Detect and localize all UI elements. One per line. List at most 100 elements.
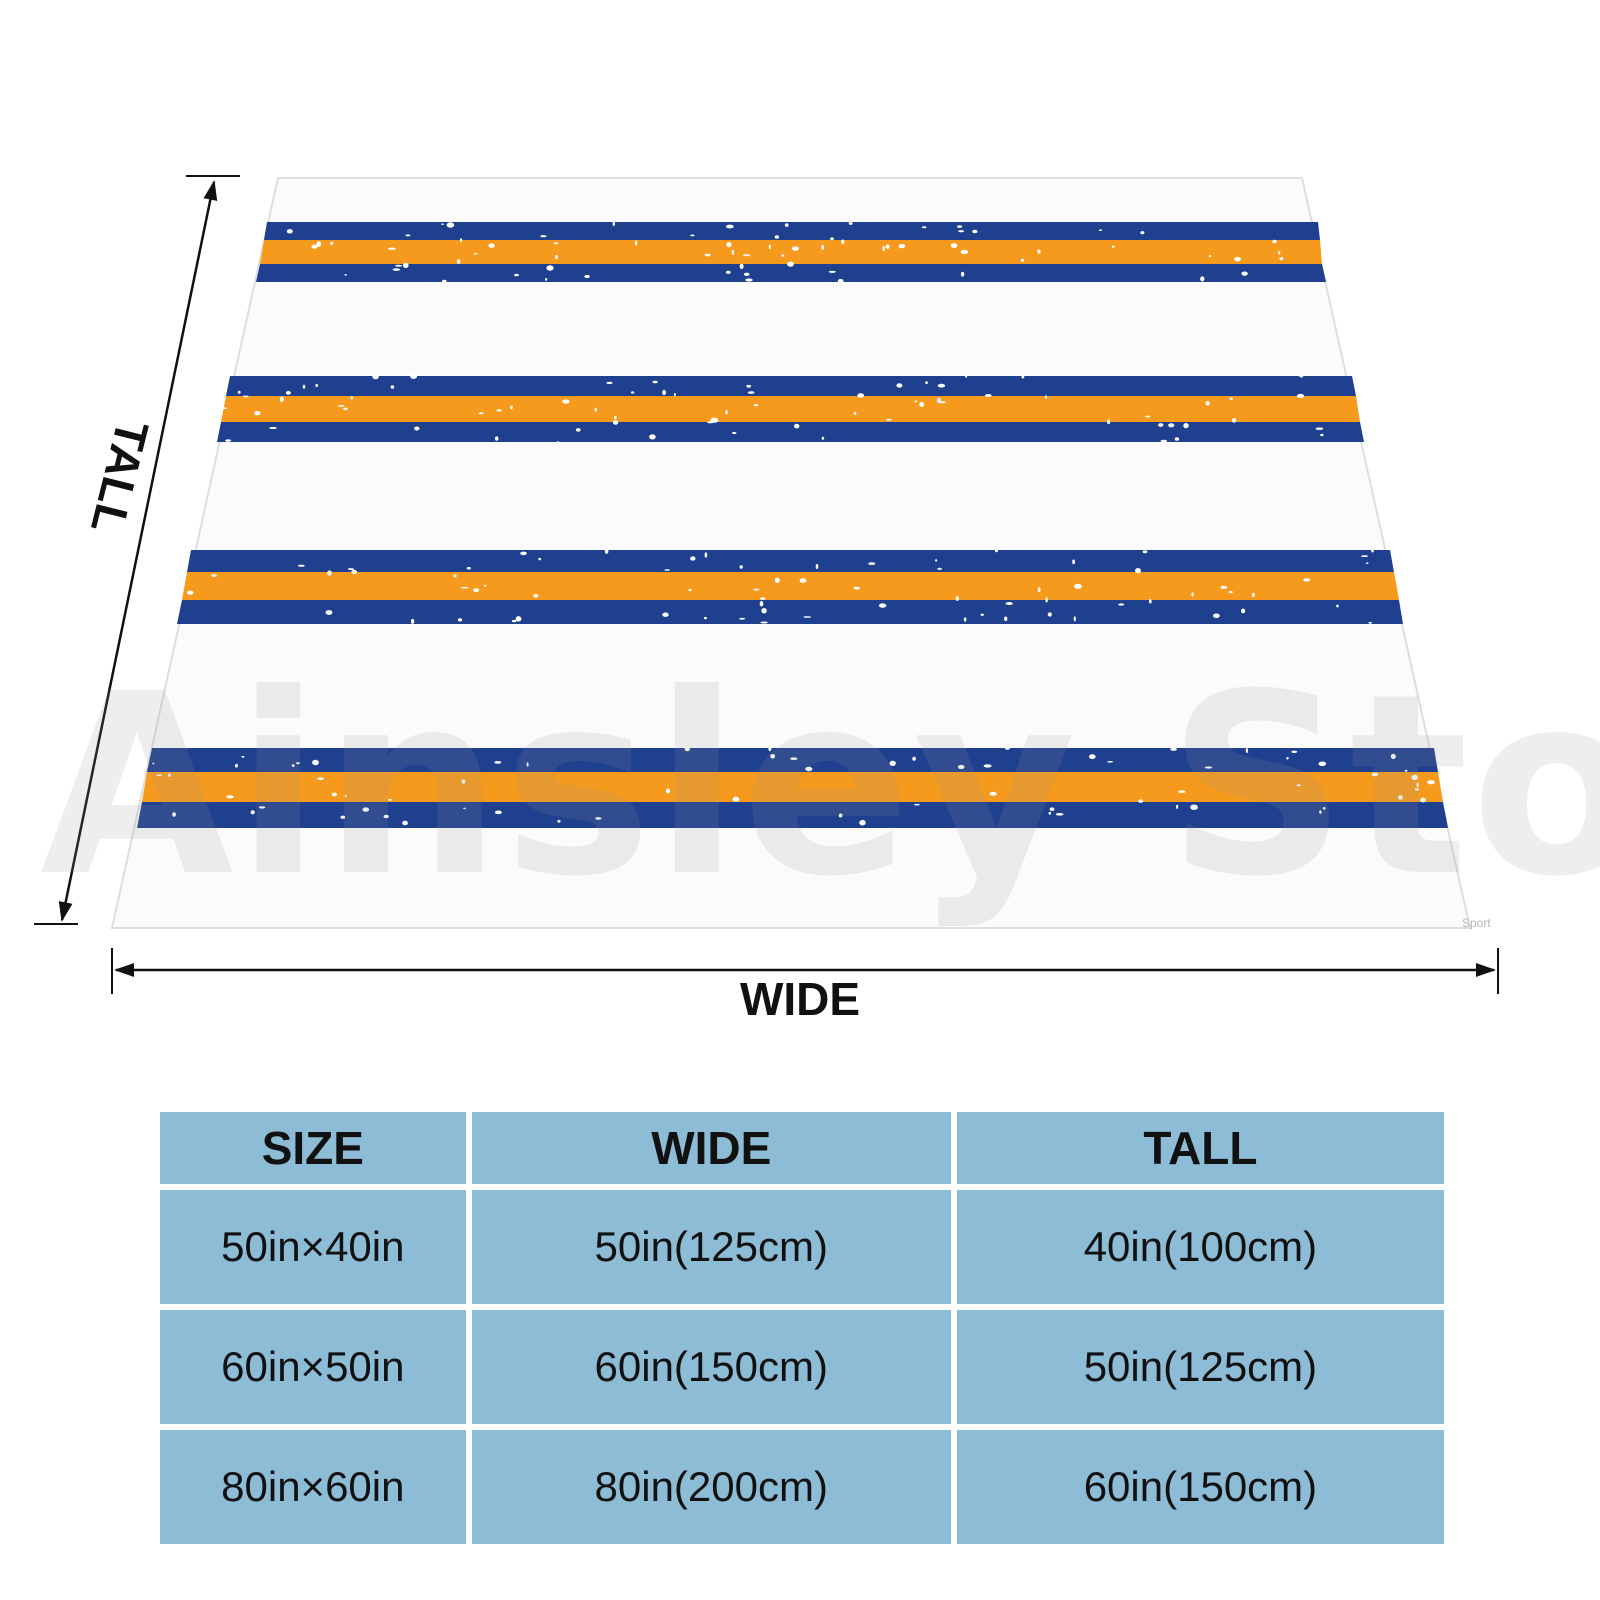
speckle — [739, 263, 744, 269]
speckle — [269, 427, 277, 429]
speckle — [402, 820, 408, 826]
speckle — [383, 814, 389, 819]
speckle — [533, 594, 539, 598]
speckle — [296, 762, 300, 765]
speckle — [250, 810, 255, 815]
speckle — [1228, 591, 1233, 594]
speckle — [1279, 257, 1284, 261]
speckle — [337, 405, 345, 407]
speckle — [446, 222, 455, 228]
speckle — [739, 617, 746, 620]
speckle — [732, 796, 740, 802]
speckle — [878, 603, 887, 608]
speckle — [1319, 810, 1322, 814]
speckle — [1178, 790, 1186, 793]
speckle — [1361, 555, 1369, 557]
speckle — [791, 246, 800, 251]
speckle — [983, 764, 992, 768]
speckle — [725, 224, 734, 229]
speckle — [885, 244, 890, 250]
speckle — [1142, 550, 1148, 554]
speckle — [1204, 766, 1213, 769]
speckle — [739, 565, 743, 569]
speckle — [1398, 795, 1403, 800]
speckle — [794, 423, 800, 429]
speckle — [898, 244, 906, 249]
stripe-group-4 — [137, 748, 1448, 828]
speckle — [1145, 415, 1151, 418]
speckle — [478, 412, 484, 415]
speckle — [1278, 251, 1281, 255]
speckle — [914, 400, 918, 403]
speckle — [746, 384, 752, 388]
speckle — [556, 441, 559, 443]
speckle — [540, 235, 547, 238]
speckle — [254, 411, 261, 416]
speckle — [960, 271, 965, 277]
speckle — [442, 279, 447, 283]
speckle — [784, 223, 789, 227]
speckle — [790, 757, 798, 760]
speckle — [395, 264, 403, 267]
speckle — [604, 548, 609, 554]
speckle — [340, 815, 346, 819]
speckle — [410, 373, 418, 380]
speckle — [1107, 761, 1114, 763]
speckle — [1158, 423, 1164, 427]
cell-tall: 40in(100cm) — [956, 1190, 1444, 1304]
speckle — [912, 756, 916, 761]
speckle — [612, 221, 615, 226]
speckle — [461, 779, 466, 784]
speckle — [1118, 603, 1125, 606]
speckle — [1234, 257, 1241, 262]
speckle — [994, 548, 999, 553]
speckle — [327, 570, 332, 576]
speckle — [441, 223, 444, 225]
speckle — [853, 411, 857, 415]
speckle — [1336, 604, 1339, 608]
speckle — [1149, 598, 1152, 604]
speckle — [226, 795, 234, 799]
speckle — [1427, 780, 1435, 785]
speckle — [634, 240, 638, 246]
speckle — [1005, 746, 1010, 750]
speckle — [989, 791, 997, 796]
speckle — [1044, 395, 1048, 399]
speckle — [344, 795, 348, 797]
cell-size: 80in×60in — [160, 1430, 466, 1544]
speckle — [815, 564, 819, 569]
speckle — [919, 402, 925, 407]
speckle — [761, 608, 767, 614]
speckle — [1055, 813, 1064, 816]
speckle — [1416, 782, 1419, 788]
header-tall: TALL — [956, 1112, 1444, 1184]
speckle — [473, 588, 480, 593]
speckle — [1320, 433, 1324, 437]
speckle — [1200, 276, 1205, 282]
speckle — [838, 813, 843, 818]
speckle — [690, 234, 695, 237]
speckle — [775, 577, 780, 583]
speckle — [1048, 811, 1052, 815]
speckle — [463, 807, 466, 810]
stripe-group-3 — [177, 550, 1403, 624]
speckle — [520, 551, 527, 556]
speckle — [704, 253, 711, 257]
speckle — [747, 391, 755, 394]
speckle — [555, 254, 558, 260]
speckle — [372, 374, 379, 380]
speckle — [955, 596, 959, 601]
speckle — [760, 621, 768, 624]
speckle — [172, 812, 177, 817]
speckle — [853, 586, 861, 590]
speckle — [688, 589, 692, 592]
speckle — [837, 278, 844, 284]
speckle — [225, 439, 232, 442]
speckle — [473, 252, 478, 255]
speckle — [221, 407, 227, 410]
speckle — [466, 566, 471, 570]
speckle — [595, 817, 602, 820]
speckle — [1021, 375, 1025, 379]
speckle — [972, 229, 978, 234]
